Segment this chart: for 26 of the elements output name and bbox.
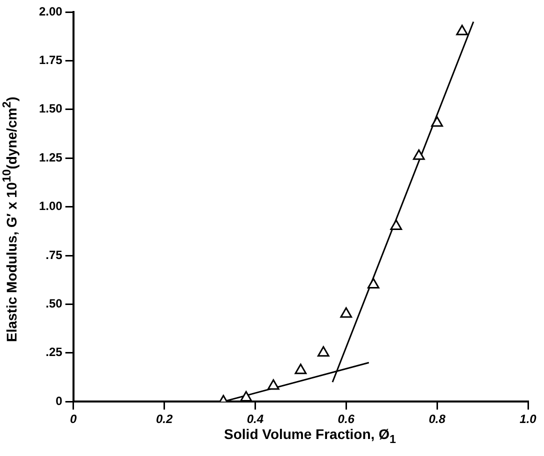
x-tick-label: 1.0 [520, 412, 537, 426]
x-tick-label: 0.2 [156, 412, 173, 426]
point [340, 307, 352, 318]
point [267, 379, 280, 390]
y-tick-label: 1.25 [38, 150, 63, 164]
y-tick-label: 1.00 [38, 199, 63, 214]
x-tick-label: 0.6 [338, 412, 355, 426]
y-tick-label: .75 [46, 248, 63, 262]
x-tick-label: 0.4 [246, 412, 264, 426]
y-tick-label: .25 [46, 345, 63, 360]
point [240, 390, 252, 402]
y-tick-label: 2.00 [38, 4, 63, 18]
point [412, 149, 425, 160]
x-axis-title: Solid Volume Fraction, Ø$_{1}$ [223, 426, 397, 446]
point [367, 278, 380, 288]
y-tick-label: 0 [56, 394, 63, 408]
x-tick-label: 0 [70, 412, 78, 426]
y-tick-label: 1.50 [38, 102, 63, 116]
y-tick-label: .50 [46, 296, 63, 311]
point [431, 116, 444, 127]
y-tick-label: 1.75 [38, 53, 63, 68]
point [317, 346, 330, 357]
point [294, 364, 307, 374]
x-tick-label: 0.8 [428, 412, 446, 426]
point [456, 24, 468, 36]
point [390, 220, 402, 230]
